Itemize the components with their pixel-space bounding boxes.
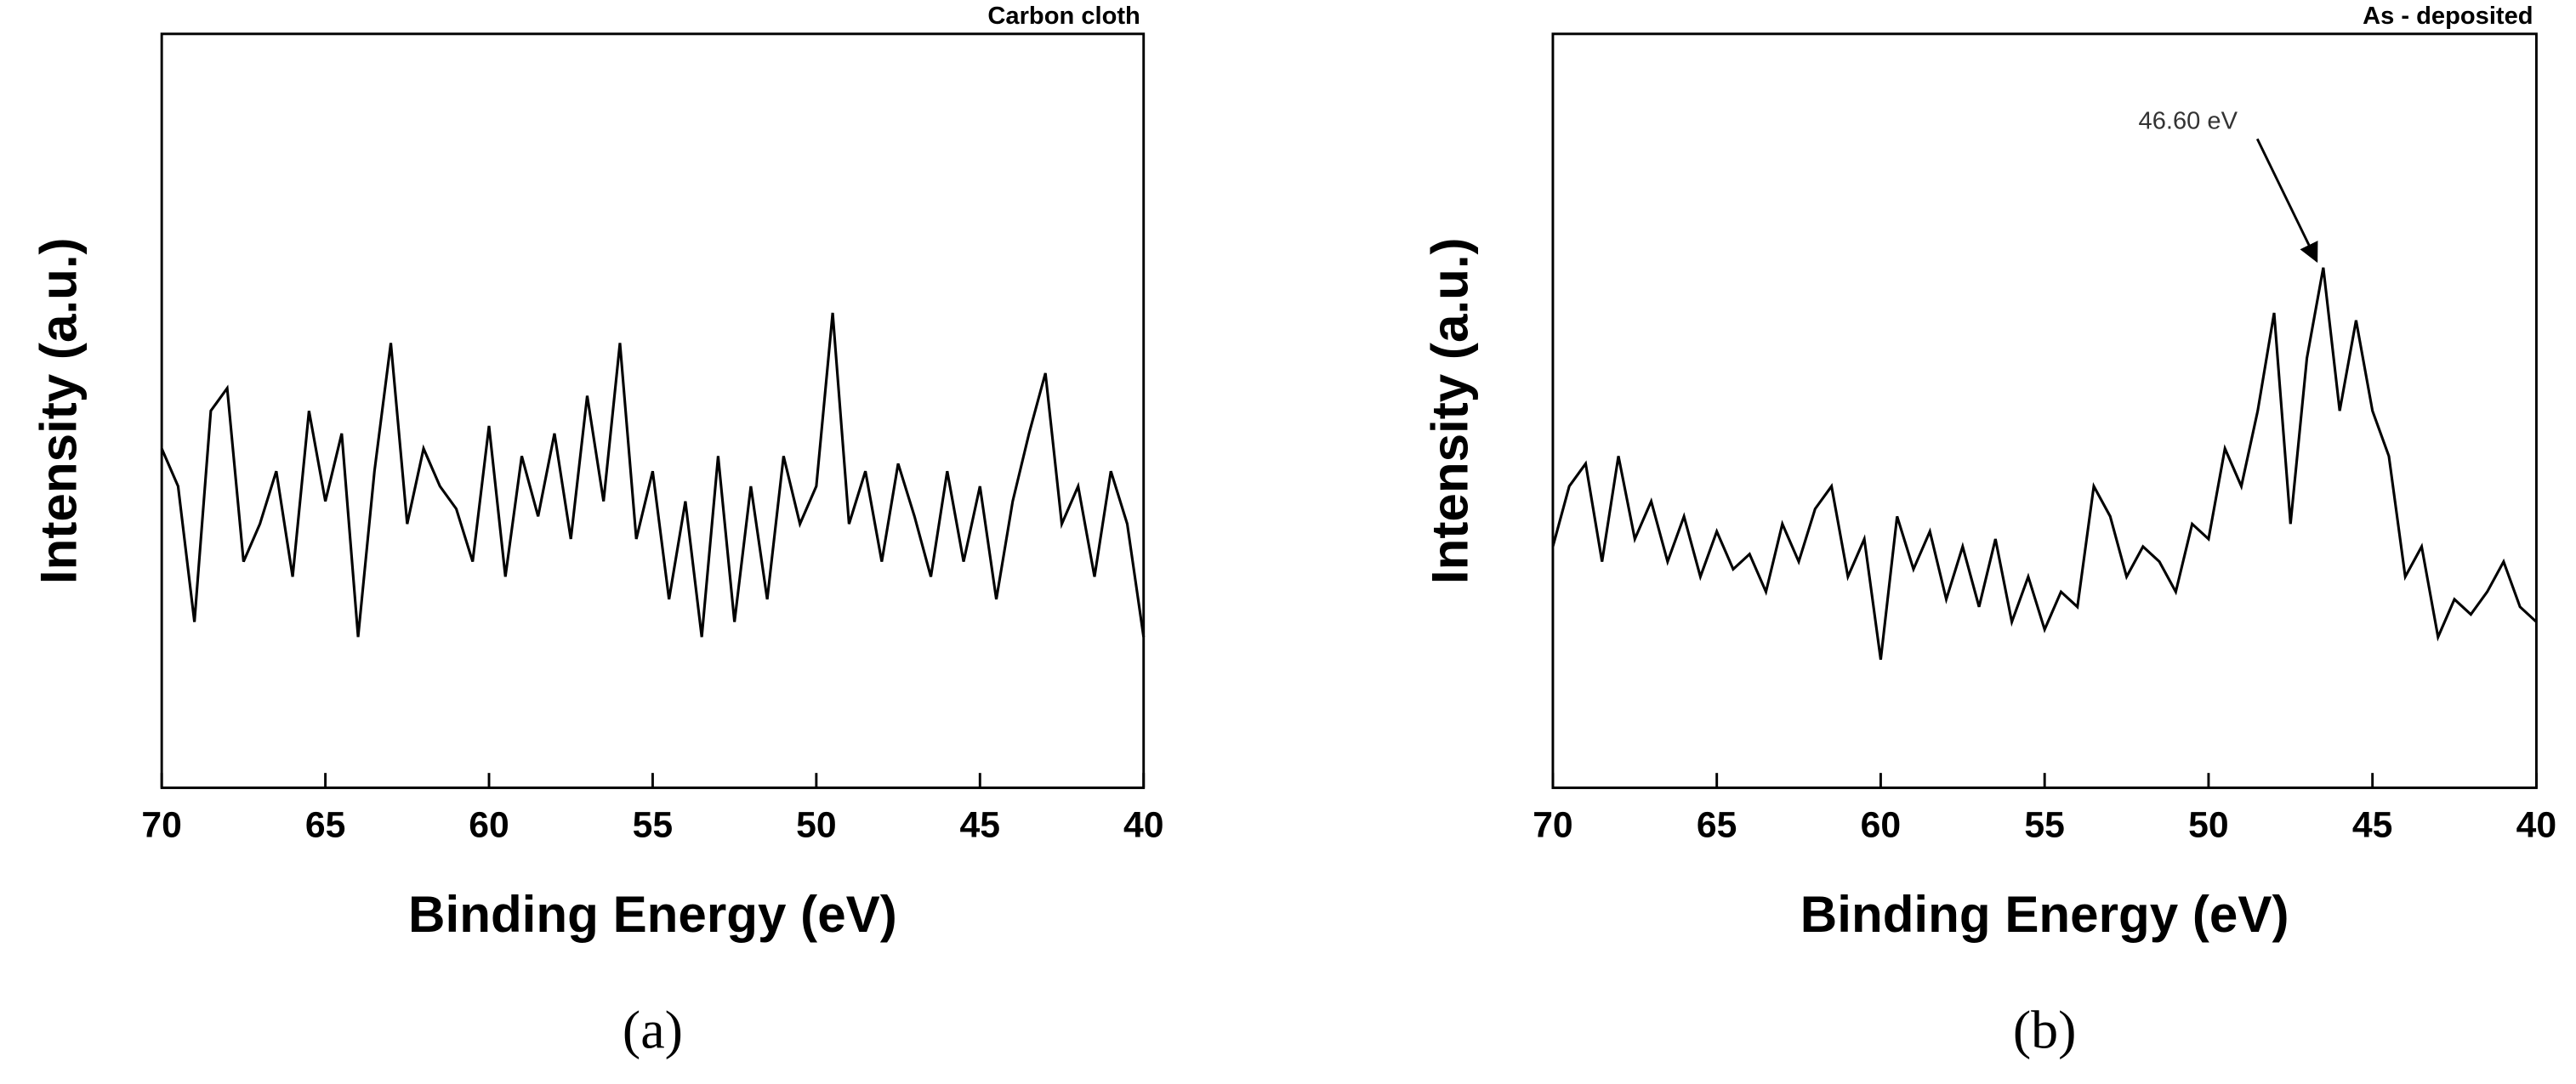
y-axis-label: Intensity (a.u.)	[31, 237, 88, 584]
x-tick-label: 60	[469, 804, 509, 845]
x-tick-label: 70	[1533, 804, 1572, 845]
x-tick-label: 50	[796, 804, 836, 845]
x-tick-label: 70	[141, 804, 181, 845]
spectrum-line	[160, 312, 1146, 638]
x-tick-label: 65	[305, 804, 345, 845]
plot-frame	[1551, 32, 2538, 790]
x-tick-label: 40	[1123, 804, 1163, 845]
x-tick-label: 45	[960, 804, 1000, 845]
x-tick-label: 65	[1697, 804, 1737, 845]
panel: As - deposited 70 65 60 55 50 45 40 Binding Ener…	[1421, 3, 2556, 1059]
panel-caption: (b)	[2013, 999, 2077, 1059]
panel: Carbon cloth 70 65 60 55 50 45 40 Binding Energy…	[31, 3, 1164, 1059]
spectrum-line	[1551, 267, 2538, 661]
y-axis-label: Intensity (a.u.)	[1421, 237, 1478, 584]
panel-title: As - deposited	[2363, 3, 2533, 30]
x-tick-label: 55	[2024, 804, 2064, 845]
annotation-arrow	[2255, 138, 2318, 264]
x-tick-label: 50	[2188, 804, 2228, 845]
x-axis-label: Binding Energy (eV)	[408, 886, 897, 943]
x-tick-label: 40	[2516, 804, 2556, 845]
x-tick-label: 60	[1861, 804, 1901, 845]
x-axis-label: Binding Energy (eV)	[1800, 886, 2289, 943]
x-tick-label: 55	[633, 804, 673, 845]
panel-title: Carbon cloth	[987, 3, 1140, 30]
panel-caption: (a)	[623, 999, 683, 1059]
annotation-label: 46.60 eV	[2139, 108, 2238, 135]
x-tick-label: 45	[2352, 804, 2392, 845]
